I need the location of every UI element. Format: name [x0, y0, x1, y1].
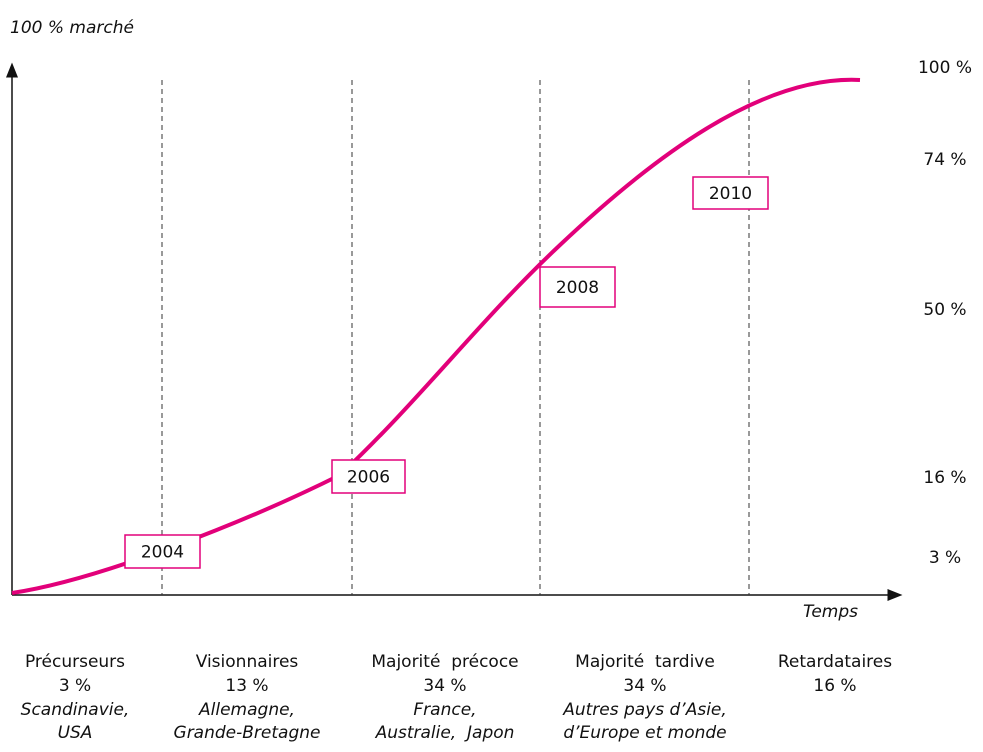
segment-share: 13 %: [225, 676, 268, 696]
segment-share: 34 %: [423, 676, 466, 696]
level-label: 3 %: [929, 548, 961, 568]
milestone-label: 2010: [709, 184, 752, 204]
level-label: 16 %: [923, 468, 966, 488]
milestone-box: [331, 459, 406, 494]
dividers: [161, 80, 750, 595]
adoption-curve: [11, 77, 861, 595]
segment-countries: France,: [413, 700, 476, 720]
milestone-label: 2004: [141, 543, 184, 563]
segment-countries: Scandinavie,: [21, 700, 130, 720]
milestone-box: [124, 534, 201, 569]
level-label: 50 %: [923, 300, 966, 320]
segment-countries: USA: [58, 723, 93, 743]
segment-share: 34 %: [623, 676, 666, 696]
milestone-label: 2006: [347, 468, 390, 488]
segment-name: Retardataires: [778, 652, 892, 672]
level-label: 74 %: [923, 150, 966, 170]
segment-countries: Australie, Japon: [375, 723, 515, 743]
segment-name: Majorité tardive: [575, 652, 715, 672]
level-label: 100 %: [918, 58, 972, 78]
x-axis-label: Temps: [803, 602, 858, 622]
segment-countries: Grande-Bretagne: [174, 723, 321, 743]
y-axis-label: 100 % marché: [10, 18, 134, 38]
segment-share: 16 %: [813, 676, 856, 696]
segment-countries: d’Europe et monde: [563, 723, 726, 743]
milestone-box: [539, 266, 616, 308]
milestone-box: [692, 176, 769, 210]
labels: 100 % 74 % 50 % 16 % 3 % 2004 2006 2008 2010 Préc…: [21, 58, 972, 743]
segment-name: Précurseurs: [25, 652, 125, 672]
segment-share: 3 %: [59, 676, 91, 696]
segment-name: Visionnaires: [196, 652, 299, 672]
segment-name: Majorité précoce: [371, 652, 518, 672]
milestone-label: 2008: [556, 278, 599, 298]
segment-countries: Allemagne,: [198, 700, 295, 720]
segment-countries: Autres pays d’Asie,: [562, 700, 727, 720]
